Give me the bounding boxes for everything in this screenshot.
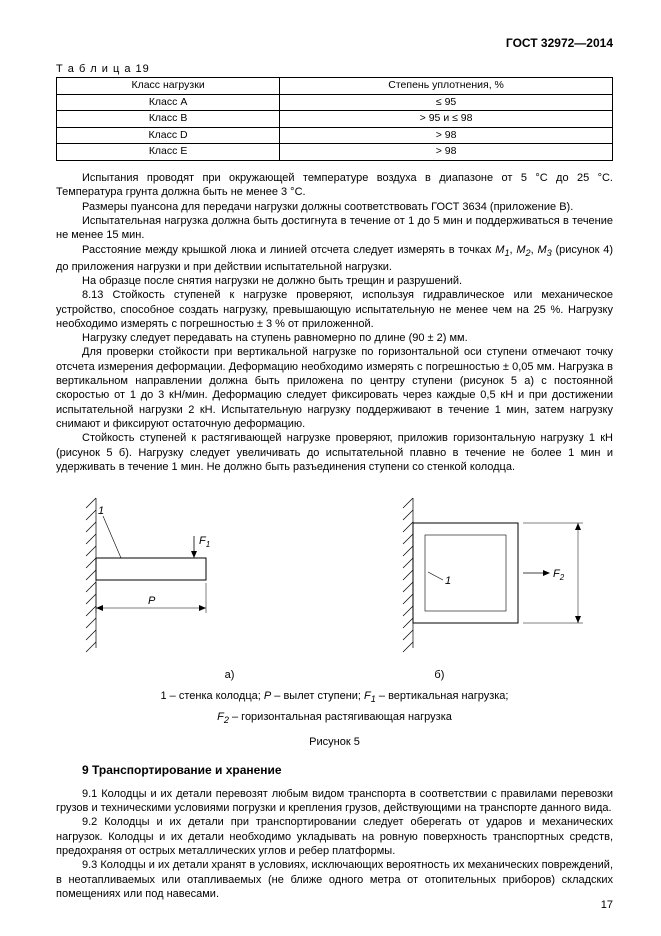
section-9-title: 9 Транспортирование и хранение xyxy=(82,763,613,779)
m2: M2 xyxy=(516,244,530,256)
cell: > 98 xyxy=(280,127,613,144)
para: Для проверки стойкости при вертикальной … xyxy=(56,345,613,431)
table-row: Класс D> 98 xyxy=(57,127,613,144)
text: Расстояние между крышкой люка и линией о… xyxy=(82,244,495,256)
fig-b-label-f2: F2 xyxy=(553,568,565,582)
fig-a-label-1: 1 xyxy=(98,505,104,517)
fig-label-b: б) xyxy=(434,668,444,682)
para: Стойкость ступеней к растягивающей нагру… xyxy=(56,431,613,474)
para: 9.3 Колодцы и их детали хранят в условия… xyxy=(56,858,613,901)
m1: M1 xyxy=(495,244,509,256)
text: – вертикальная нагрузка; xyxy=(376,690,509,702)
fig-label-a: а) xyxy=(225,668,235,682)
th-col1: Класс нагрузки xyxy=(57,77,280,94)
cell: > 98 xyxy=(280,144,613,161)
section-9-body: 9.1 Колодцы и их детали перевозят любым … xyxy=(56,787,613,901)
th-col2: Степень уплотнения, % xyxy=(280,77,613,94)
table-row: Класс E> 98 xyxy=(57,144,613,161)
para: Испытательная нагрузка должна быть дости… xyxy=(56,214,613,243)
para: Нагрузку следует передавать на ступень р… xyxy=(56,331,613,345)
figure-caption-2: F2 – горизонтальная растягивающая нагруз… xyxy=(56,710,613,727)
table-row: Класс B> 95 и ≤ 98 xyxy=(57,111,613,128)
table-19: Класс нагрузки Степень уплотнения, % Кла… xyxy=(56,77,613,161)
fig-a-label-p: P xyxy=(148,595,156,607)
m3: M3 xyxy=(537,244,551,256)
cell: Класс B xyxy=(57,111,280,128)
cell: Класс E xyxy=(57,144,280,161)
figure-group: 1 F1 P xyxy=(56,488,613,662)
text: – вылет ступени; xyxy=(271,690,364,702)
figure-a-svg: 1 F1 P xyxy=(66,488,266,658)
doc-id: ГОСТ 32972—2014 xyxy=(56,36,613,52)
figure-b: 1 F2 xyxy=(383,488,603,662)
figure-sublabels: а) б) xyxy=(56,668,613,682)
text: F2 xyxy=(217,711,229,723)
text: 1 – стенка колодца; xyxy=(161,690,264,702)
para: 9.1 Колодцы и их детали перевозят любым … xyxy=(56,787,613,816)
figure-b-svg: 1 F2 xyxy=(383,488,603,658)
para: На образце после снятия нагрузки не долж… xyxy=(56,274,613,288)
cell: > 95 и ≤ 98 xyxy=(280,111,613,128)
fig-b-label-1: 1 xyxy=(445,575,451,587)
para: Испытания проводят при окружающей темпер… xyxy=(56,171,613,200)
para: Размеры пуансона для передачи нагрузки д… xyxy=(56,200,613,214)
cell: Класс A xyxy=(57,94,280,111)
para: 9.2 Колодцы и их детали при транспортиро… xyxy=(56,815,613,858)
table-row: Класс A≤ 95 xyxy=(57,94,613,111)
text: – горизонтальная растягивающая нагрузка xyxy=(229,711,452,723)
text: F1 xyxy=(364,690,376,702)
cell: ≤ 95 xyxy=(280,94,613,111)
figure-name: Рисунок 5 xyxy=(56,735,613,749)
fig-a-label-f1: F1 xyxy=(199,535,210,549)
para: Расстояние между крышкой люка и линией о… xyxy=(56,243,613,274)
para: 8.13 Стойкость ступеней к нагрузке прове… xyxy=(56,288,613,331)
table-label: Т а б л и ц а 19 xyxy=(56,62,613,76)
body-text: Испытания проводят при окружающей темпер… xyxy=(56,171,613,474)
figure-a: 1 F1 P xyxy=(66,488,266,662)
cell: Класс D xyxy=(57,127,280,144)
figure-caption-1: 1 – стенка колодца; P – вылет ступени; F… xyxy=(56,689,613,706)
page-number: 17 xyxy=(601,898,613,912)
